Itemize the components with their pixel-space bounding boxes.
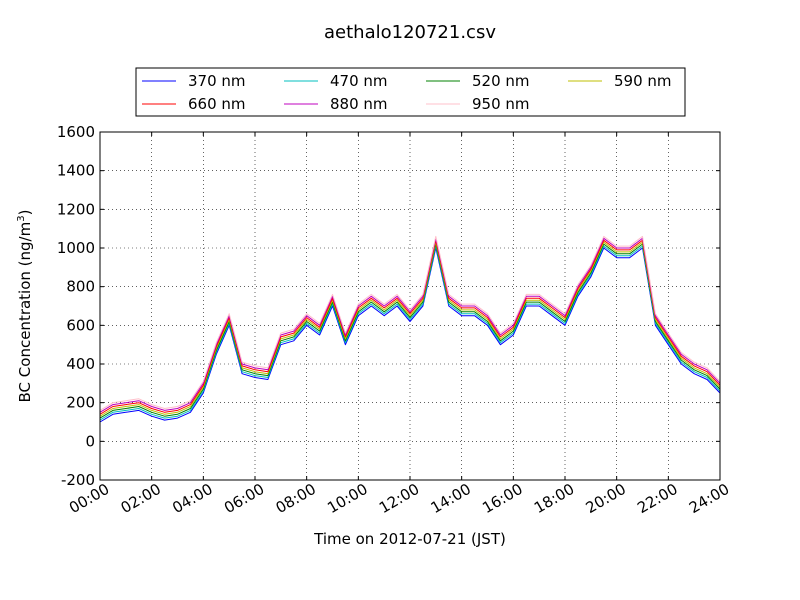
y-axis-label-end: ): [16, 210, 34, 216]
legend-label-520-nm: 520 nm: [472, 72, 530, 90]
series-line-880-nm: [99, 237, 721, 413]
y-axis-label: BC Concentration (ng/m3): [16, 210, 34, 403]
series-line-660-nm: [99, 239, 721, 415]
series-line-520-nm: [99, 243, 721, 419]
y-axis-label-superscript: 3: [16, 215, 27, 221]
plot-area: [100, 132, 720, 480]
y-tick-label: 1400: [57, 162, 95, 180]
y-tick-label: 600: [66, 316, 95, 334]
series-line-370-nm: [99, 247, 721, 423]
y-tick-label: 0: [85, 432, 95, 450]
legend-label-370-nm: 370 nm: [188, 72, 246, 90]
y-tick-label: 800: [66, 278, 95, 296]
chart-title: aethalo120721.csv: [324, 22, 496, 43]
legend-label-590-nm: 590 nm: [614, 72, 672, 90]
y-tick-label: 200: [66, 394, 95, 412]
legend: 370 nm 470 nm 520 nm 590 nm 660 nm 880 nm 950 …: [135, 67, 686, 117]
series-line-590-nm: [99, 241, 721, 417]
x-axis-label: Time on 2012-07-21 (JST): [313, 530, 506, 548]
y-tick-label: 1000: [57, 239, 95, 257]
legend-label-950-nm: 950 nm: [472, 95, 530, 113]
legend-label-660-nm: 660 nm: [188, 95, 246, 113]
y-tick-label: 400: [66, 355, 95, 373]
legend-box: [135, 67, 686, 117]
series-line-470-nm: [99, 245, 721, 421]
y-tick-label: 1200: [57, 200, 95, 218]
series-layer: [99, 235, 721, 423]
y-axis-label-main: BC Concentration (ng/m: [16, 222, 34, 403]
y-tick-label: -200: [61, 471, 95, 489]
legend-label-470-nm: 470 nm: [330, 72, 388, 90]
legend-label-880-nm: 880 nm: [330, 95, 388, 113]
y-tick-label: 1600: [57, 123, 95, 141]
y-axis-ticks: -200 0 200 400 600 800 1000 1200 1400 1600: [57, 123, 720, 489]
series-line-950-nm: [99, 235, 721, 411]
